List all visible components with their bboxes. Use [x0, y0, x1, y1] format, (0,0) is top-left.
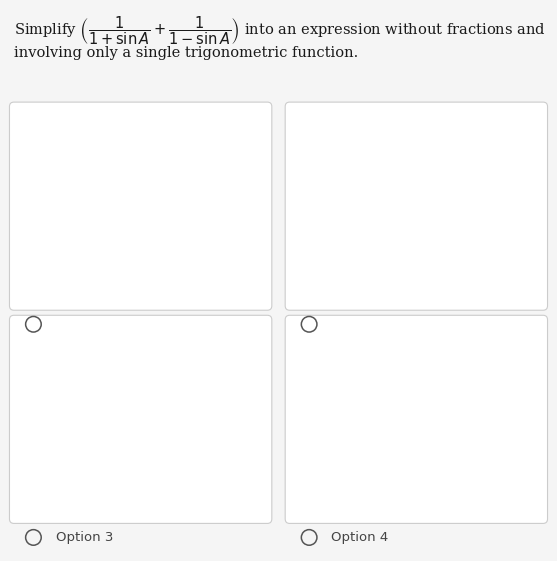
Text: $\dfrac{2}{\cos^2\!\theta}$: $\dfrac{2}{\cos^2\!\theta}$ [113, 185, 169, 227]
Text: $\dfrac{2}{(1+\sin A)(1-\sin A)}$: $\dfrac{2}{(1+\sin A)(1-\sin A)}$ [319, 399, 514, 440]
Text: Option 3: Option 3 [56, 531, 113, 544]
Text: $2\sec^2\theta$: $2\sec^2\theta$ [105, 408, 177, 430]
Text: Option 1: Option 1 [56, 318, 113, 331]
Text: involving only a single trigonometric function.: involving only a single trigonometric fu… [14, 46, 358, 60]
Text: Simplify $\left(\dfrac{1}{1+\sin A}+\dfrac{1}{1-\sin A}\right)$ into an expressi: Simplify $\left(\dfrac{1}{1+\sin A}+\dfr… [14, 14, 545, 47]
Text: Option 2: Option 2 [331, 318, 389, 331]
Text: $2\cos^2\theta$: $2\cos^2\theta$ [380, 195, 452, 217]
Text: Option 4: Option 4 [331, 531, 389, 544]
